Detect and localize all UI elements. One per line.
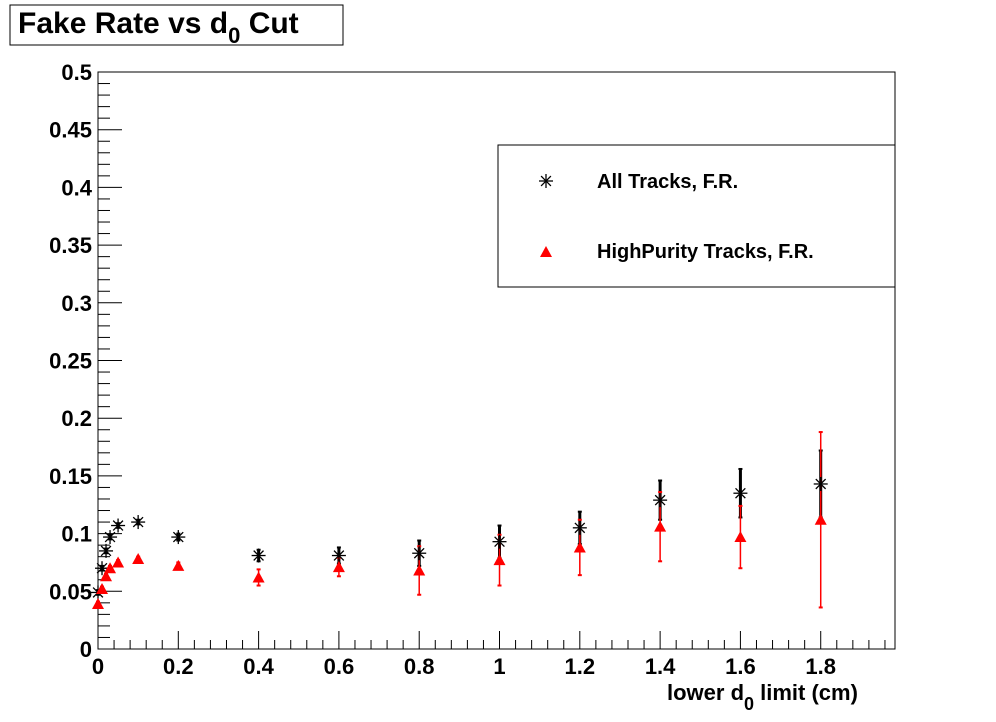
marker-stroke xyxy=(132,516,144,528)
data-point-highpurity xyxy=(573,541,586,553)
legend-label-highpurity: HighPurity Tracks, F.R. xyxy=(597,241,814,263)
data-point-all-tracks xyxy=(572,520,587,535)
y-tick-label: 0.4 xyxy=(61,175,92,200)
axes: 0 0.2 0.4 0.6 0.8 1 1.2 1.4 1.6 1.8 0 0.05 0.1 0.15 0.… xyxy=(49,60,886,679)
data-point-highpurity xyxy=(100,570,113,582)
svg-text:Fake Rate vs d0 Cut: Fake Rate vs d0 Cut xyxy=(18,7,299,48)
x-tick-label: 0.8 xyxy=(404,654,435,679)
data-point-highpurity xyxy=(112,556,125,568)
y-tick-label: 0.05 xyxy=(49,579,92,604)
marker-stroke xyxy=(494,536,505,548)
title-main: Fake Rate vs d xyxy=(18,7,228,40)
x-tick-label: 0.4 xyxy=(243,654,274,679)
data-point-all-tracks xyxy=(733,486,748,501)
data-point-all-tracks xyxy=(813,476,828,491)
y-tick-label: 0.25 xyxy=(49,349,92,374)
marker-stroke xyxy=(735,487,746,499)
marker-stroke xyxy=(253,550,264,561)
legend-marker-star-icon xyxy=(539,174,553,188)
legend: All Tracks, F.R. HighPurity Tracks, F.R. xyxy=(497,144,896,288)
data-point-highpurity xyxy=(172,559,185,571)
data-point-all-tracks xyxy=(251,548,266,563)
marker-stroke xyxy=(654,494,666,506)
data-points xyxy=(91,431,828,609)
data-point-all-tracks xyxy=(131,515,146,530)
data-point-highpurity xyxy=(252,571,265,583)
marker-stroke xyxy=(540,175,552,187)
y-tick-label: 0.3 xyxy=(61,291,92,316)
x-tick-label: 1.2 xyxy=(565,654,596,679)
data-point-all-tracks xyxy=(171,530,186,545)
y-tick-label: 0.1 xyxy=(61,522,92,547)
data-point-all-tracks xyxy=(653,493,668,508)
data-point-highpurity xyxy=(814,513,827,525)
marker-stroke xyxy=(104,531,116,543)
y-tick-label: 0.35 xyxy=(49,233,92,258)
title-tail: Cut xyxy=(240,7,298,40)
marker-stroke xyxy=(96,562,108,574)
marker-stroke xyxy=(333,550,345,561)
marker-stroke xyxy=(100,545,112,557)
x-tick-label: 1.6 xyxy=(725,654,756,679)
marker-stroke xyxy=(112,520,124,531)
data-point-all-tracks xyxy=(103,530,118,545)
data-point-all-tracks xyxy=(331,548,346,563)
data-point-highpurity xyxy=(332,561,345,573)
x-tick-label: 0.6 xyxy=(324,654,355,679)
legend-label-all: All Tracks, F.R. xyxy=(597,171,738,193)
x-tick-label: 1 xyxy=(493,654,505,679)
y-tick-label: 0.45 xyxy=(49,118,92,143)
marker-stroke xyxy=(815,478,827,490)
data-point-all-tracks xyxy=(412,546,427,561)
x-tick-label: 0.2 xyxy=(163,654,194,679)
x-axis-label: lower d0 limit (cm) xyxy=(667,680,858,714)
data-point-highpurity xyxy=(493,554,506,566)
legend-marker-triangle-icon xyxy=(540,246,552,257)
y-tick-label: 0.15 xyxy=(49,464,92,489)
data-point-highpurity xyxy=(96,582,109,594)
data-point-highpurity xyxy=(132,552,145,564)
x-tick-label: 1.4 xyxy=(645,654,676,679)
x-tick-label: 1.8 xyxy=(805,654,836,679)
title-box: Fake Rate vs d0 Cut xyxy=(9,4,344,48)
data-point-highpurity xyxy=(654,520,667,532)
data-point-highpurity xyxy=(104,562,117,574)
y-tick-label: 0.5 xyxy=(61,60,92,85)
y-tick-label: 0 xyxy=(80,637,92,662)
marker-stroke xyxy=(172,531,184,543)
title-sub: 0 xyxy=(228,23,240,48)
y-tick-label: 0.2 xyxy=(61,406,92,431)
data-point-highpurity xyxy=(413,564,426,576)
data-point-highpurity xyxy=(92,597,104,609)
data-point-all-tracks xyxy=(492,534,507,549)
data-point-highpurity xyxy=(734,531,747,543)
marker-stroke xyxy=(574,522,586,534)
marker-stroke xyxy=(413,547,425,559)
x-tick-label: 0 xyxy=(92,654,104,679)
data-point-all-tracks xyxy=(99,543,114,558)
data-point-all-tracks xyxy=(111,518,126,533)
